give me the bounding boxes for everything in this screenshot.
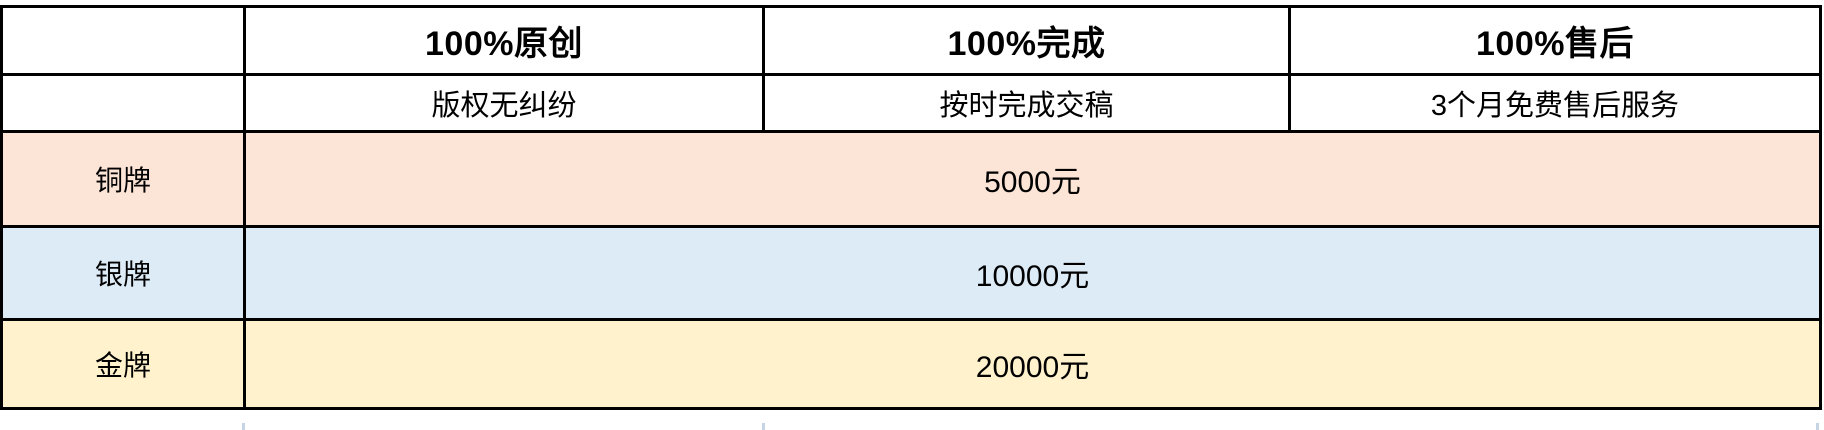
gridline-tick (762, 423, 765, 430)
tier-row-bronze: 铜牌 5000元 (0, 130, 1822, 228)
tier-price-silver: 10000元 (243, 225, 1822, 321)
tier-price-bronze: 5000元 (243, 130, 1822, 228)
subtitle-cell-completion: 按时完成交稿 (762, 73, 1291, 133)
header-cell-completion: 100%完成 (762, 5, 1291, 76)
pricing-table: 100%原创 100%完成 100%售后 版权无纠纷 按时完成交稿 3个月免费售… (0, 5, 1822, 410)
subtitle-row: 版权无纠纷 按时完成交稿 3个月免费售后服务 (0, 73, 1822, 133)
header-row: 100%原创 100%完成 100%售后 (0, 5, 1822, 76)
tier-row-silver: 银牌 10000元 (0, 225, 1822, 321)
header-cell-original: 100%原创 (243, 5, 765, 76)
subtitle-cell-original: 版权无纠纷 (243, 73, 765, 133)
tier-label-silver: 银牌 (0, 225, 246, 321)
gridline-tick (242, 423, 245, 430)
tier-price-gold: 20000元 (243, 318, 1822, 410)
subtitle-cell-aftersales: 3个月免费售后服务 (1288, 73, 1822, 133)
subtitle-corner-cell (0, 73, 246, 133)
tier-label-gold: 金牌 (0, 318, 246, 410)
corner-cell (0, 5, 246, 76)
tier-label-bronze: 铜牌 (0, 130, 246, 228)
header-cell-aftersales: 100%售后 (1288, 5, 1822, 76)
gridline-tick (1816, 423, 1819, 430)
tier-row-gold: 金牌 20000元 (0, 318, 1822, 410)
